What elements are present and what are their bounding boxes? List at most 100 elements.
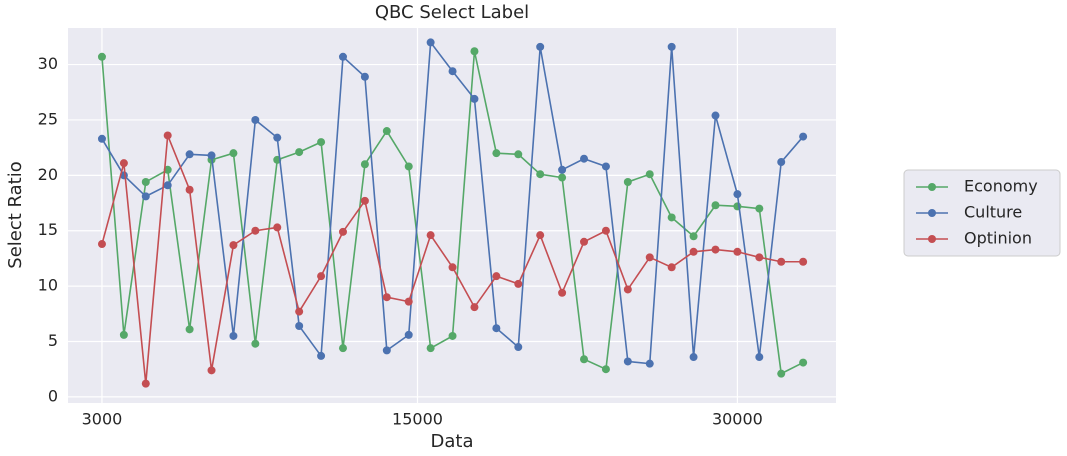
point bbox=[514, 343, 523, 352]
point bbox=[755, 253, 764, 262]
y-axis-label: Select Ratio bbox=[5, 161, 26, 268]
chart-title: QBC Select Label bbox=[375, 2, 529, 23]
legend-label: Economy bbox=[964, 177, 1038, 196]
point bbox=[711, 201, 720, 210]
point bbox=[536, 170, 545, 179]
y-tick-label: 15 bbox=[38, 220, 58, 239]
point bbox=[799, 257, 808, 266]
point bbox=[97, 240, 106, 249]
point bbox=[470, 94, 479, 103]
point bbox=[163, 181, 172, 190]
x-tick-label: 15000 bbox=[392, 410, 443, 429]
point bbox=[536, 42, 545, 51]
point bbox=[711, 245, 720, 254]
point bbox=[667, 213, 676, 222]
point bbox=[338, 344, 347, 353]
point bbox=[229, 241, 238, 250]
point bbox=[580, 237, 589, 246]
y-tick-label: 0 bbox=[48, 386, 58, 405]
point bbox=[601, 226, 610, 235]
x-axis-label: Data bbox=[431, 431, 474, 452]
point bbox=[558, 288, 567, 297]
point bbox=[273, 133, 282, 142]
point bbox=[295, 307, 304, 316]
point bbox=[426, 231, 435, 240]
point bbox=[207, 151, 216, 160]
point bbox=[338, 227, 347, 236]
point bbox=[338, 52, 347, 61]
point bbox=[251, 115, 260, 124]
point bbox=[580, 154, 589, 163]
point bbox=[251, 226, 260, 235]
point bbox=[426, 38, 435, 47]
point bbox=[382, 127, 391, 136]
legend-marker bbox=[928, 235, 936, 243]
point bbox=[251, 339, 260, 348]
point bbox=[185, 185, 194, 194]
y-tick-label: 20 bbox=[38, 165, 58, 184]
point bbox=[426, 344, 435, 353]
point bbox=[492, 149, 501, 158]
marks bbox=[97, 38, 808, 388]
point bbox=[404, 297, 413, 306]
point bbox=[404, 330, 413, 339]
y-tick-label: 30 bbox=[38, 54, 58, 73]
legend-marker bbox=[928, 209, 936, 217]
point bbox=[799, 132, 808, 141]
point bbox=[229, 331, 238, 340]
legend-label: Culture bbox=[964, 203, 1022, 222]
point bbox=[470, 47, 479, 56]
point bbox=[207, 366, 216, 375]
point bbox=[119, 330, 128, 339]
y-tick-label: 25 bbox=[38, 109, 58, 128]
legend-marker bbox=[928, 183, 936, 191]
point bbox=[689, 353, 698, 362]
point bbox=[799, 358, 808, 367]
point bbox=[601, 365, 610, 374]
point bbox=[536, 231, 545, 240]
point bbox=[404, 162, 413, 171]
y-tick-label: 5 bbox=[48, 331, 58, 350]
point bbox=[777, 257, 786, 266]
point bbox=[295, 322, 304, 331]
point bbox=[163, 165, 172, 174]
point bbox=[623, 177, 632, 186]
point bbox=[470, 303, 479, 312]
point bbox=[667, 42, 676, 51]
point bbox=[360, 196, 369, 205]
point bbox=[382, 346, 391, 355]
point bbox=[97, 52, 106, 61]
point bbox=[295, 148, 304, 157]
point bbox=[601, 162, 610, 171]
point bbox=[514, 150, 523, 159]
point bbox=[185, 150, 194, 159]
legend-box bbox=[903, 169, 1061, 257]
point bbox=[492, 272, 501, 281]
point bbox=[492, 324, 501, 333]
point bbox=[448, 67, 457, 76]
plot-area bbox=[68, 28, 836, 403]
point bbox=[360, 72, 369, 81]
point bbox=[645, 253, 654, 262]
point bbox=[755, 353, 764, 362]
x-tick-label: 30000 bbox=[712, 410, 763, 429]
point bbox=[777, 158, 786, 167]
point bbox=[623, 285, 632, 294]
point bbox=[317, 351, 326, 360]
point bbox=[689, 247, 698, 256]
point bbox=[777, 369, 786, 378]
legend-label: Optinion bbox=[964, 229, 1032, 248]
point bbox=[514, 279, 523, 288]
point bbox=[558, 165, 567, 174]
point bbox=[580, 355, 589, 364]
point bbox=[141, 379, 150, 388]
point bbox=[382, 293, 391, 302]
y-tick-label: 10 bbox=[38, 276, 58, 295]
point bbox=[667, 263, 676, 272]
point bbox=[558, 173, 567, 182]
point bbox=[733, 247, 742, 256]
point bbox=[755, 204, 764, 213]
point bbox=[733, 190, 742, 199]
point bbox=[317, 272, 326, 281]
